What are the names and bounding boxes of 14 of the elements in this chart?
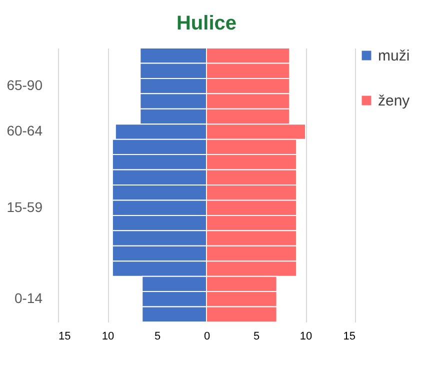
chart-title: Hulice (176, 12, 237, 34)
legend-label: muži (378, 48, 410, 64)
x-tick-label: 5 (253, 330, 260, 342)
x-tick-label: 15 (343, 330, 356, 342)
y-tick-label: 0-14 (14, 290, 43, 306)
x-tick-label: 10 (300, 330, 312, 342)
x-tick-label: 10 (102, 330, 114, 342)
x-tick-label: 15 (58, 330, 71, 342)
x-tick-label: 5 (154, 330, 161, 342)
y-tick-label: 65-90 (6, 77, 43, 94)
x-tick-label: 0 (204, 330, 210, 342)
legend-label: ženy (378, 92, 410, 110)
y-tick-label: 60-64 (6, 122, 43, 139)
y-tick-label: 15-59 (6, 198, 43, 215)
